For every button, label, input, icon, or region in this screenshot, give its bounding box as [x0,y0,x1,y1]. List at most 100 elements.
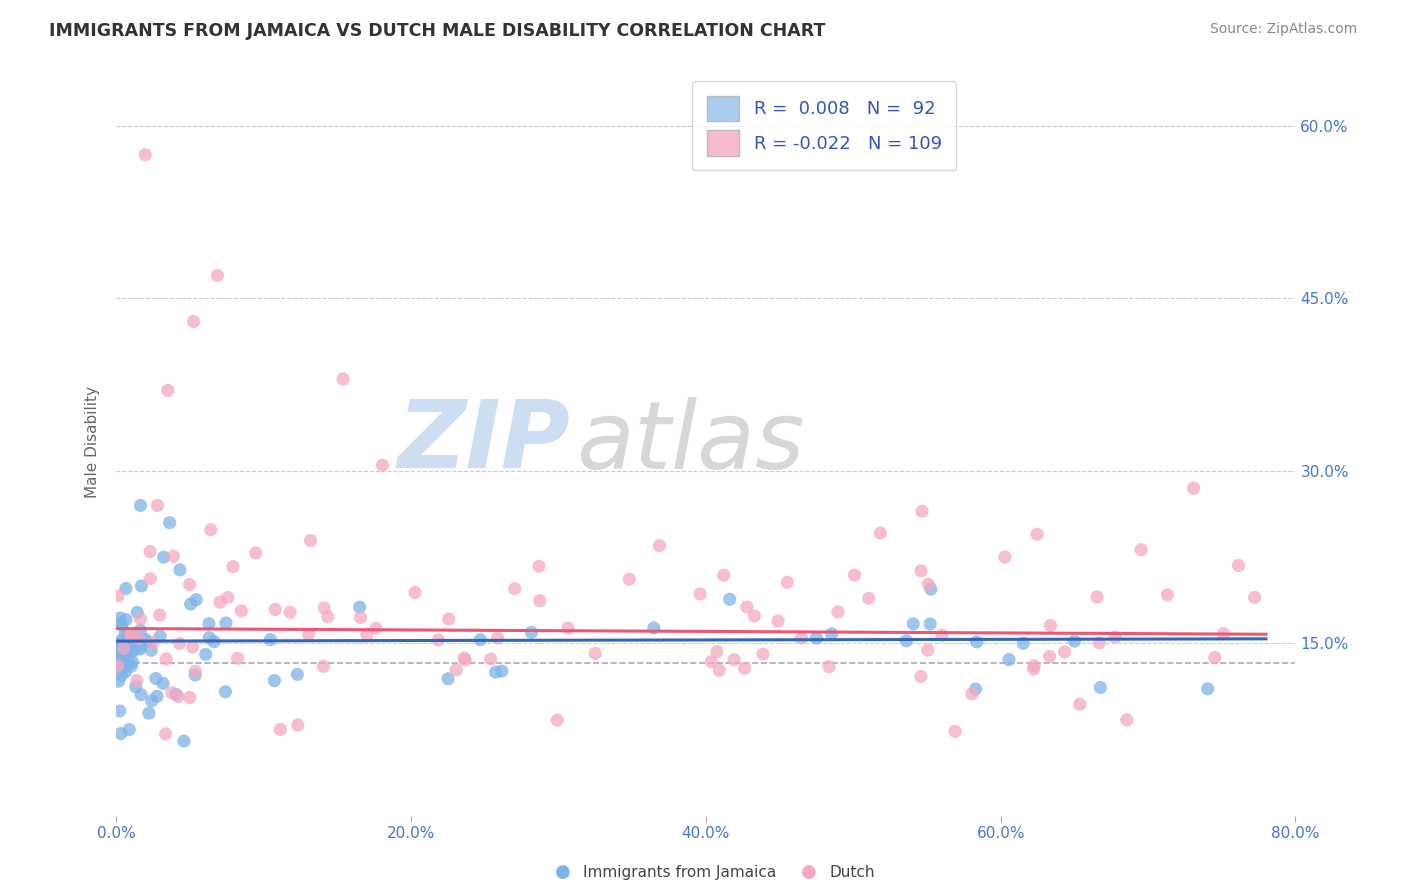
Point [107,639,129,653]
Point [184,668,207,682]
Point [107,649,129,664]
Point [583,647,606,661]
Point [444,663,467,677]
Point [776,575,799,590]
Point [1130,542,1153,557]
Point [139,544,162,558]
Point [202,634,225,648]
Point [111,658,134,673]
Point [145,672,167,686]
Point [110,656,132,670]
Point [115,582,138,596]
Point [155,652,177,666]
Point [349,610,371,624]
Point [110,615,132,630]
Point [111,632,134,647]
Point [120,659,142,673]
Point [297,627,319,641]
Point [152,550,174,565]
Point [114,625,136,640]
Point [117,627,139,641]
Point [173,734,195,748]
Point [943,724,966,739]
Point [114,665,136,679]
Point [486,631,509,645]
Point [1012,636,1035,650]
Point [1069,697,1091,711]
Point [546,713,568,727]
Point [1026,527,1049,541]
Point [131,579,153,593]
Point [689,587,711,601]
Point [1197,681,1219,696]
Point [115,658,138,673]
Point [198,616,221,631]
Point [214,684,236,698]
Point [453,651,475,665]
Point [1104,630,1126,644]
Point [129,642,152,657]
Point [966,635,988,649]
Point [142,635,165,649]
Point [120,628,142,642]
Point [903,616,925,631]
Point [263,673,285,688]
Point [128,632,150,646]
Point [110,611,132,625]
Point [910,564,932,578]
Point [1063,634,1085,648]
Point [125,680,148,694]
Point [129,499,152,513]
Text: atlas: atlas [576,397,804,488]
Point [129,688,152,702]
Point [259,632,281,647]
Point [107,659,129,673]
Point [125,673,148,688]
Point [141,694,163,708]
Point [141,643,163,657]
Point [181,640,204,654]
Point [437,612,460,626]
Point [818,659,841,673]
Point [790,631,813,645]
Point [194,648,217,662]
Point [107,640,129,654]
Point [917,577,939,591]
Text: ●: ● [554,863,571,881]
Point [112,648,135,663]
Point [1243,591,1265,605]
Point [349,600,371,615]
Point [896,633,918,648]
Point [107,674,129,689]
Point [312,659,335,673]
Point [827,605,849,619]
Point [184,665,207,679]
Point [121,655,143,669]
Point [108,704,131,718]
Point [437,672,460,686]
Point [709,664,731,678]
Point [200,523,222,537]
Point [107,649,129,664]
Point [180,597,202,611]
Point [115,643,138,657]
Point [287,718,309,732]
Point [135,633,157,648]
Point [115,613,138,627]
Point [264,602,287,616]
Text: ●: ● [800,863,817,881]
Point [965,681,987,696]
Point [222,559,245,574]
Point [491,664,513,678]
Point [152,676,174,690]
Text: Source: ZipAtlas.com: Source: ZipAtlas.com [1209,22,1357,37]
Point [183,314,205,328]
Point [118,631,141,645]
Point [111,658,134,673]
Point [108,636,131,650]
Legend: R =  0.008   N =  92, R = -0.022   N = 109: R = 0.008 N = 92, R = -0.022 N = 109 [692,81,956,170]
Text: Dutch: Dutch [830,865,875,880]
Point [364,621,387,635]
Point [138,706,160,721]
Point [117,653,139,667]
